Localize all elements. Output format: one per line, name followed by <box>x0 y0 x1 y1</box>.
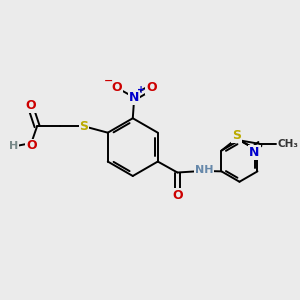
Text: O: O <box>172 188 183 202</box>
Text: NH: NH <box>195 165 213 175</box>
Text: O: O <box>26 140 37 152</box>
Text: S: S <box>232 129 241 142</box>
Text: O: O <box>146 81 157 94</box>
Text: H: H <box>9 141 18 151</box>
Text: O: O <box>111 81 122 94</box>
Text: CH₃: CH₃ <box>278 139 298 149</box>
Text: N: N <box>249 146 260 159</box>
Text: N: N <box>129 91 140 104</box>
Text: S: S <box>80 120 88 133</box>
Text: O: O <box>25 99 36 112</box>
Text: +: + <box>136 85 145 95</box>
Text: −: − <box>104 76 113 86</box>
